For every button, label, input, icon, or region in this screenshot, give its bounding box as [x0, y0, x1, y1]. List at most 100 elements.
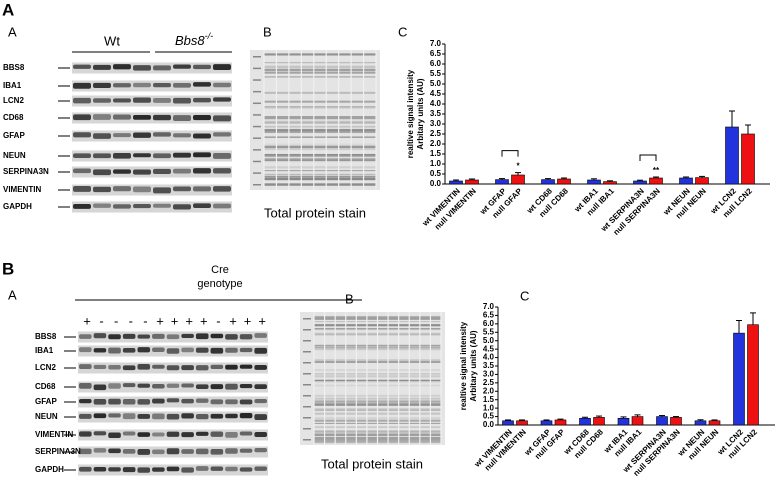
- stain-band: [264, 125, 376, 128]
- error-bar: [634, 414, 641, 417]
- bar: [465, 179, 479, 185]
- panel-label: B: [2, 259, 14, 278]
- blot-band: [93, 364, 107, 370]
- blot-band: [152, 333, 165, 339]
- y-tick-label: 1.0: [483, 403, 495, 412]
- blot-band: [93, 82, 111, 88]
- stain-band: [264, 120, 376, 123]
- blot-band: [133, 186, 151, 193]
- blot-band: [108, 347, 121, 354]
- y-tick-label: 0.0: [430, 179, 442, 188]
- band-label: IBA1: [3, 81, 22, 90]
- blot-band: [166, 334, 180, 340]
- blot-band: [195, 431, 209, 436]
- bar: [670, 417, 682, 426]
- blot-band: [122, 398, 136, 405]
- blot-band: [173, 82, 191, 88]
- y-tick-label: 0.0: [483, 420, 495, 429]
- blot-band: [254, 365, 267, 370]
- blot-band: [193, 114, 211, 121]
- y-tick-label: 3.5: [430, 109, 442, 118]
- ladder: [253, 56, 261, 58]
- y-tick-label: 1.5: [483, 395, 495, 404]
- blot-band: [93, 114, 111, 120]
- error-bar: [745, 124, 751, 134]
- band-label: GFAP: [35, 397, 57, 406]
- error-bar: [543, 419, 550, 421]
- blot-band: [93, 64, 111, 70]
- genotype: -: [129, 313, 133, 328]
- band-label: VIMENTIN: [35, 430, 73, 439]
- blot-band: [113, 98, 131, 103]
- y-axis-label: realtive signal intensity: [406, 69, 415, 158]
- blot-band: [108, 432, 121, 438]
- stain-band: [264, 176, 376, 178]
- blot-band: [122, 467, 136, 473]
- blot-band: [79, 364, 92, 370]
- y-tick-label: 4.0: [483, 353, 495, 362]
- blot-band: [93, 384, 107, 391]
- blot-band: [133, 169, 151, 175]
- y-axis-label: realtive signal intensity: [459, 321, 468, 410]
- blot-strip: [72, 184, 232, 196]
- band-label: LCN2: [3, 96, 24, 105]
- blot-band: [213, 97, 231, 102]
- blot-band: [166, 448, 180, 455]
- blot-band: [73, 153, 91, 158]
- bar: [541, 179, 555, 185]
- stain-band: [264, 69, 376, 71]
- blot-band: [93, 333, 107, 339]
- blot-band: [79, 399, 92, 404]
- ladder: [303, 439, 311, 441]
- stain-band: [264, 121, 376, 124]
- error-bar: [596, 415, 602, 418]
- y-tick-label: 5.0: [483, 336, 495, 345]
- band-label: CD68: [35, 382, 56, 391]
- group-label: Bbs8-/-: [175, 31, 213, 48]
- error-bar: [697, 419, 704, 421]
- blot-band: [254, 399, 267, 404]
- blot-band: [137, 432, 151, 437]
- y-tick-label: 2.5: [483, 378, 495, 387]
- y-tick-label: 1.5: [430, 149, 442, 158]
- ladder: [253, 90, 261, 93]
- blot-band: [152, 398, 165, 404]
- bar: [502, 420, 514, 426]
- blot-strip: [72, 62, 232, 74]
- bar: [603, 181, 617, 185]
- error-bar: [659, 415, 665, 417]
- band-label: BBS8: [35, 332, 57, 341]
- blot-band: [195, 333, 209, 340]
- stain-band: [264, 177, 376, 181]
- blot-band: [213, 115, 231, 122]
- stain-band: [264, 91, 376, 94]
- blot-band: [152, 347, 165, 352]
- genotype: -: [114, 313, 118, 328]
- blot-band: [254, 347, 267, 354]
- y-tick-label: 2.0: [430, 139, 442, 148]
- blot-band: [181, 413, 194, 419]
- blot-band: [73, 132, 91, 138]
- stain-band: [264, 116, 376, 119]
- blot-band: [193, 133, 211, 139]
- bar: [449, 180, 463, 185]
- blot-band: [152, 364, 165, 369]
- y-tick-label: 7.0: [483, 302, 495, 311]
- blot-band: [193, 203, 211, 209]
- error-bar: [519, 419, 525, 421]
- blot-band: [73, 168, 91, 174]
- blot-band: [193, 152, 211, 158]
- blot-band: [181, 432, 194, 438]
- ladder: [253, 67, 261, 70]
- y-tick-label: 4.5: [483, 344, 495, 353]
- blot-band: [213, 64, 231, 71]
- error-bar: [557, 418, 564, 420]
- bar: [579, 417, 591, 426]
- blot-band: [166, 413, 180, 420]
- genotype: +: [200, 313, 208, 328]
- error-bar: [729, 110, 735, 127]
- blot-band: [79, 466, 92, 472]
- genotype: -: [143, 313, 147, 328]
- bar: [557, 178, 571, 185]
- blot-band: [239, 347, 253, 353]
